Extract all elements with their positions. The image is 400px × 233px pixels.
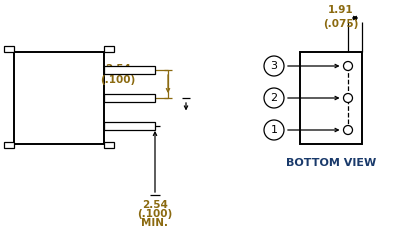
Circle shape	[344, 126, 352, 134]
Text: 2.54: 2.54	[105, 64, 131, 74]
Bar	[104, 122, 155, 130]
Circle shape	[264, 88, 284, 108]
Text: BOTTOM VIEW: BOTTOM VIEW	[286, 158, 376, 168]
Text: MIN.: MIN.	[142, 218, 168, 228]
Circle shape	[344, 62, 352, 71]
Bar	[104, 46, 114, 52]
Text: 3: 3	[270, 61, 278, 71]
Bar	[4, 46, 14, 52]
Text: 2: 2	[270, 93, 278, 103]
Circle shape	[264, 120, 284, 140]
Text: 1.91: 1.91	[328, 5, 354, 15]
Bar	[104, 94, 155, 102]
Circle shape	[264, 56, 284, 76]
Text: 2.54: 2.54	[142, 200, 168, 210]
Bar	[104, 142, 114, 148]
Text: (.100): (.100)	[137, 209, 173, 219]
Text: 1: 1	[270, 125, 278, 135]
Bar	[104, 66, 155, 74]
Text: (.075): (.075)	[323, 19, 359, 29]
Bar	[300, 52, 362, 144]
Circle shape	[344, 93, 352, 103]
Text: (.100): (.100)	[100, 75, 136, 85]
Bar	[4, 142, 14, 148]
Bar	[14, 52, 104, 144]
